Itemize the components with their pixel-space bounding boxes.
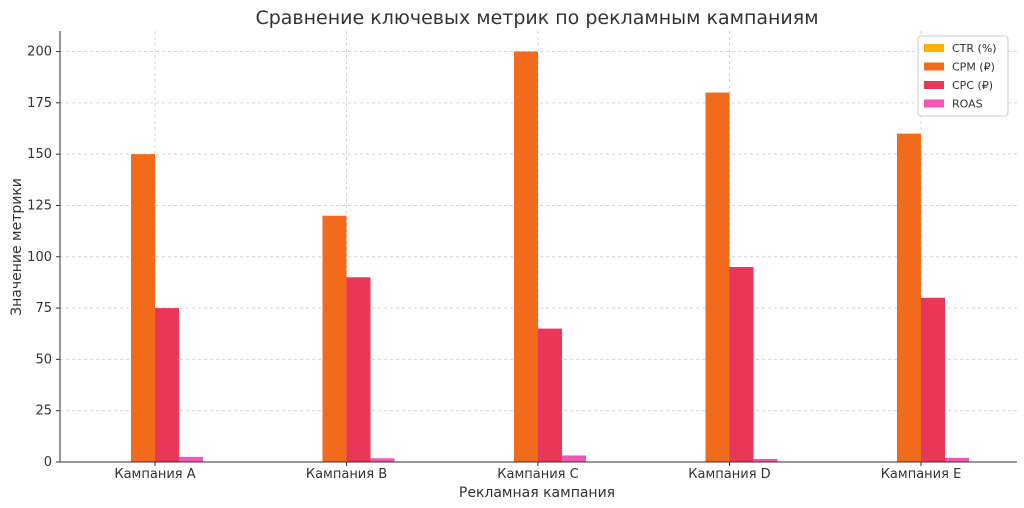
- bar: [897, 133, 921, 462]
- y-axis-label: Значение метрики: [9, 178, 25, 316]
- y-tick-label: 125: [27, 198, 52, 213]
- y-tick-label: 50: [35, 352, 52, 367]
- legend-swatch: [924, 62, 944, 71]
- bar: [921, 297, 945, 462]
- x-axis-label: Рекламная кампания: [459, 485, 615, 501]
- x-tick-label: Кампания B: [306, 467, 387, 482]
- legend-box: [917, 35, 1009, 117]
- bar: [729, 267, 754, 462]
- legend-label: CPC (₽): [952, 79, 993, 92]
- y-tick-label: 175: [27, 96, 52, 111]
- x-tick-label: Кампания E: [881, 467, 962, 482]
- bar: [945, 457, 969, 462]
- bar: [131, 154, 155, 462]
- x-tick-label: Кампания C: [497, 467, 578, 482]
- bar: [562, 455, 586, 462]
- bar: [322, 215, 347, 462]
- legend-label: ROAS: [952, 98, 983, 111]
- legend-label: CTR (%): [952, 42, 997, 55]
- bar: [346, 277, 371, 462]
- x-tick-labels: Кампания A Кампания B Кампания C Кампания D…: [114, 462, 961, 482]
- legend-swatch: [924, 99, 944, 108]
- legend: CTR (%) CPM (₽) CPC (₽) ROAS: [917, 35, 1009, 117]
- y-tick-label: 100: [27, 250, 52, 265]
- y-tick-label: 25: [35, 404, 52, 419]
- legend-swatch: [924, 81, 944, 89]
- bar: [155, 308, 179, 462]
- x-tick-label: Кампания D: [688, 467, 770, 482]
- legend-label: CPM (₽): [952, 61, 995, 74]
- bar: [538, 328, 562, 462]
- bars: [131, 51, 969, 463]
- chart-title: Сравнение ключевых метрик по рекламным к…: [255, 7, 818, 29]
- bar: [514, 51, 538, 463]
- bar: [753, 458, 778, 462]
- y-tick-label: 200: [27, 45, 52, 60]
- y-tick-label: 75: [35, 301, 52, 316]
- y-tick-label: 150: [27, 147, 52, 162]
- legend-swatch: [924, 44, 944, 52]
- bar: [179, 456, 203, 462]
- bar: [705, 92, 730, 463]
- bar: [370, 458, 395, 462]
- x-tick-label: Кампания A: [114, 467, 195, 482]
- y-tick-labels: 0 25 50 75 100 125 150 175 200: [27, 45, 60, 470]
- y-tick-label: 0: [44, 455, 52, 470]
